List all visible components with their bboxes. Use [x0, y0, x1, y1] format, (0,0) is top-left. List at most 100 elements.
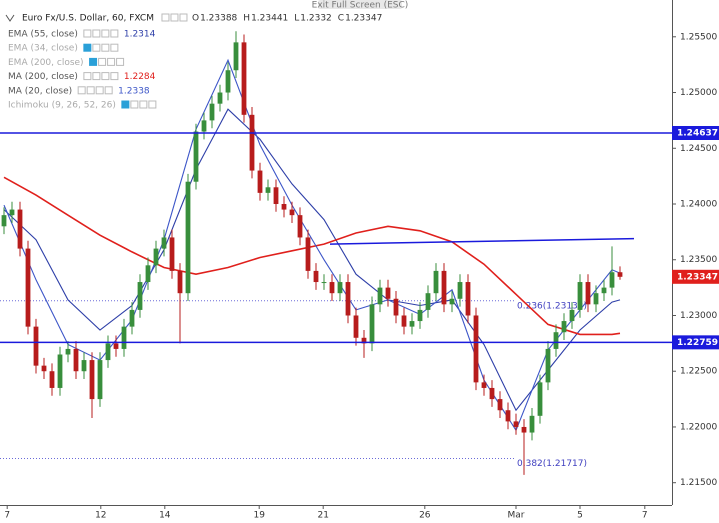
x-tick-label: 21 — [317, 511, 328, 521]
icon-button[interactable] — [116, 57, 125, 66]
indicator-name: MA (20, close) — [8, 86, 72, 96]
y-tick-label: 1.23000 — [680, 311, 717, 321]
icon-button[interactable] — [170, 13, 179, 22]
candle-body — [441, 270, 447, 305]
candle-body — [33, 326, 39, 366]
icon-button[interactable] — [130, 100, 139, 109]
icon-button[interactable] — [101, 29, 110, 38]
candle-body — [257, 170, 263, 193]
candle-body — [417, 309, 423, 322]
ohlc-value: 1.2332 — [300, 14, 332, 24]
candle-body — [1, 215, 7, 227]
icon-button[interactable] — [107, 57, 116, 66]
indicator-name: EMA (55, close) — [8, 30, 78, 40]
visibility-toggle[interactable] — [77, 86, 86, 95]
x-tick-label: Mar — [508, 511, 525, 521]
indicator-value: 1.2314 — [124, 30, 156, 40]
indicator-line — [3, 58, 621, 432]
overlay: 1.21500 1.22000 1.22500 1.23000 1.23500 1.240… — [4, 0, 719, 521]
visibility-toggle[interactable] — [89, 57, 98, 66]
icon-button[interactable] — [179, 13, 188, 22]
price-label: 1.24637 — [677, 128, 718, 138]
candle-body — [65, 348, 71, 355]
x-tick-label: 26 — [419, 511, 431, 521]
candle-body — [169, 237, 175, 271]
candle-body — [137, 282, 143, 310]
candle-body — [377, 287, 383, 305]
icon-button[interactable] — [101, 72, 110, 81]
candle-body — [9, 209, 15, 216]
icon-button[interactable] — [110, 29, 119, 38]
icon-button[interactable] — [95, 86, 104, 95]
candle-body — [49, 371, 55, 388]
icon-button[interactable] — [110, 43, 119, 52]
candle-body — [305, 237, 311, 271]
candle-body — [73, 348, 79, 372]
candle-body — [233, 42, 239, 71]
indicator-value: 1.2284 — [124, 72, 156, 82]
icon-button[interactable] — [161, 13, 170, 22]
candle-body — [553, 332, 559, 349]
candle-body — [121, 326, 127, 349]
candle-body — [185, 181, 191, 294]
indicator-name: MA (200, close) — [8, 72, 78, 82]
candle-body — [481, 382, 487, 388]
ohlc-value: 1.23388 — [200, 14, 237, 24]
candle-body — [561, 321, 567, 333]
candle-body — [177, 270, 183, 294]
candle-body — [521, 426, 527, 433]
candle-body — [297, 215, 303, 238]
ohlc-value: 1.23441 — [251, 14, 288, 24]
icon-button[interactable] — [101, 43, 110, 52]
candle-body — [353, 315, 359, 338]
candle-body — [369, 304, 375, 344]
candle-body — [241, 42, 247, 115]
candle-body — [17, 209, 23, 249]
candle-body — [281, 204, 287, 210]
x-tick-label: 7 — [4, 511, 10, 521]
icon-button[interactable] — [86, 86, 95, 95]
icon-button[interactable] — [92, 29, 101, 38]
collapse-arrow[interactable] — [5, 14, 15, 22]
chart-title: Euro Fx/U.S. Dollar, 60, FXCM — [22, 14, 154, 24]
candle-body — [81, 360, 87, 372]
candle-body — [425, 293, 431, 310]
candle-body — [201, 120, 207, 132]
candle-body — [153, 248, 159, 266]
candle-body — [321, 282, 327, 284]
icon-button[interactable] — [92, 43, 101, 52]
exit-fullscreen-label[interactable]: Exit Full Screen (ESC) — [312, 1, 409, 11]
indicator-line — [3, 108, 621, 412]
indicator-name: Ichimoku (9, 26, 52, 26) — [8, 101, 116, 111]
candle-body — [329, 282, 335, 294]
icon-button[interactable] — [98, 57, 107, 66]
candle-body — [433, 270, 439, 294]
visibility-toggle[interactable] — [83, 29, 92, 38]
exit-fullscreen-button[interactable] — [318, 0, 402, 9]
candle-body — [113, 343, 119, 349]
visibility-toggle[interactable] — [121, 100, 130, 109]
icon-button[interactable] — [92, 72, 101, 81]
candle-body — [161, 237, 167, 249]
candle-body — [313, 270, 319, 283]
icon-button[interactable] — [139, 100, 148, 109]
candle-body — [449, 298, 455, 305]
candle-body — [337, 282, 343, 294]
ohlc-label: O — [192, 14, 199, 24]
icon-button[interactable] — [104, 86, 113, 95]
icon-button[interactable] — [148, 100, 157, 109]
candle-body — [105, 343, 111, 361]
visibility-toggle[interactable] — [83, 72, 92, 81]
y-tick-label: 1.24000 — [680, 200, 717, 210]
candle-body — [345, 282, 351, 316]
candle-body — [225, 70, 231, 93]
candle-body — [273, 187, 279, 205]
y-tick-label: 1.25500 — [680, 32, 717, 42]
icon-button[interactable] — [110, 72, 119, 81]
visibility-toggle[interactable] — [83, 43, 92, 52]
candle-body — [545, 348, 551, 383]
candle-body — [385, 287, 391, 299]
